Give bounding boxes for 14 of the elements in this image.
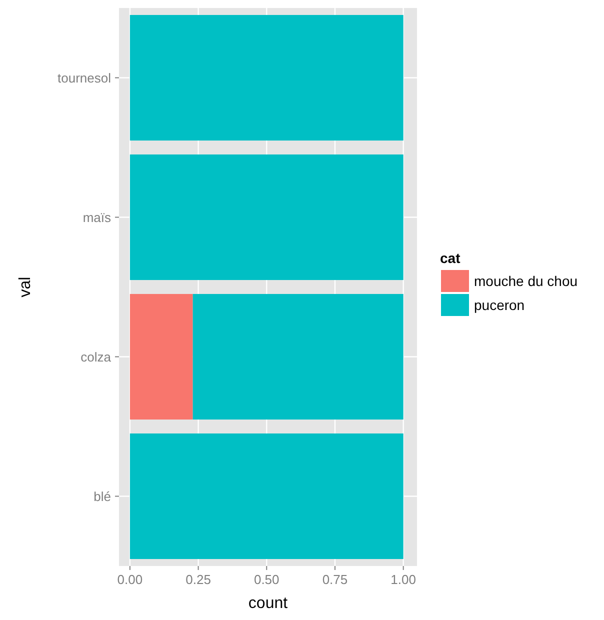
x-tick-label: 0.75: [322, 572, 348, 587]
legend-label: puceron: [474, 296, 525, 313]
y-axis-title: val: [17, 276, 34, 298]
y-tick-label: blé: [94, 488, 111, 504]
legend-label: mouche du chou: [474, 272, 578, 289]
x-tick-label: 1.00: [390, 572, 416, 587]
y-tick-label: colza: [80, 349, 112, 364]
x-axis-title: count: [248, 595, 288, 612]
y-tick-label: maïs: [82, 210, 112, 225]
legend-title: cat: [440, 250, 461, 266]
x-tick-label: 0.25: [186, 572, 211, 587]
x-tick-label: 0.00: [117, 572, 143, 587]
x-tick-label: 0.50: [254, 572, 280, 587]
y-tick-label: tournesol: [58, 70, 112, 86]
